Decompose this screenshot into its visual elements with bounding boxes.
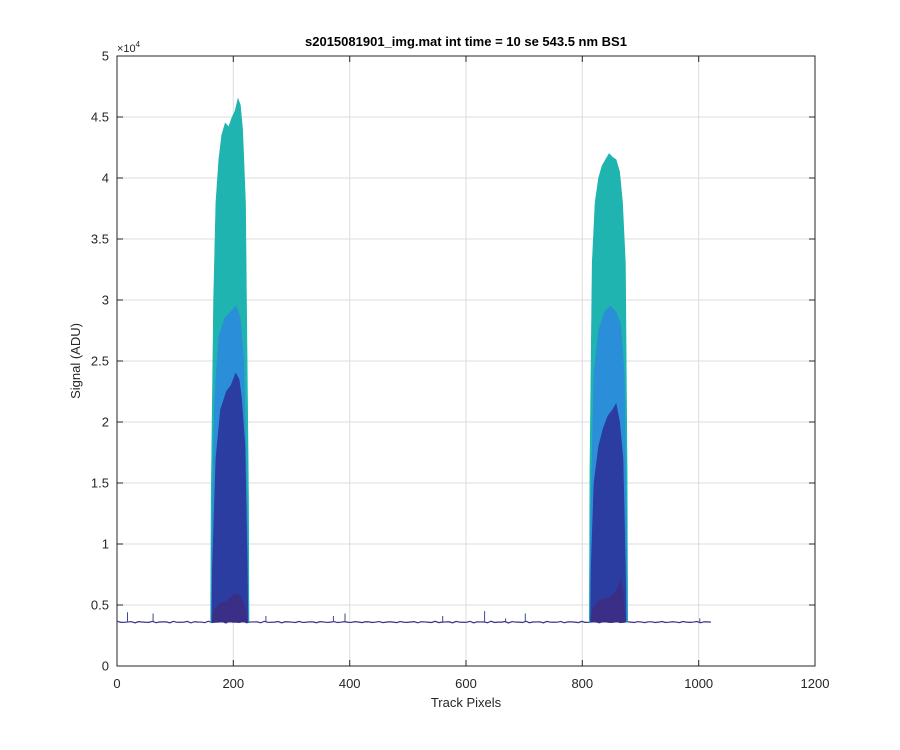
x-tick-label: 1200: [801, 676, 830, 691]
x-tick-label: 0: [113, 676, 120, 691]
x-tick-label: 600: [455, 676, 477, 691]
y-tick-label: 0.5: [91, 598, 109, 613]
y-tick-label: 1: [102, 537, 109, 552]
y-exponent-base: ×10: [117, 43, 136, 55]
y-tick-label: 5: [102, 49, 109, 64]
y-tick-label: 4.5: [91, 110, 109, 125]
y-tick-label: 0: [102, 659, 109, 674]
signal-area: [212, 593, 248, 623]
signal-area: [590, 402, 627, 623]
data-series: [117, 97, 711, 624]
y-exponent-power: 4: [136, 40, 141, 49]
x-tick-label: 400: [339, 676, 361, 691]
y-tick-label: 1.5: [91, 476, 109, 491]
ticks: 0 200 400 600 800 1000 1200 0 0.5 1 1.5 2 2.5 3 3.5 4 4.…: [91, 49, 830, 692]
x-tick-label: 200: [222, 676, 244, 691]
chart-title: s2015081901_img.mat int time = 10 se 543…: [305, 34, 627, 49]
y-exponent-label: ×104: [117, 40, 141, 55]
y-axis-label: Signal (ADU): [68, 323, 83, 399]
y-tick-label: 3: [102, 293, 109, 308]
y-tick-label: 2.5: [91, 354, 109, 369]
y-tick-label: 3.5: [91, 232, 109, 247]
y-tick-label: 4: [102, 171, 109, 186]
signal-area: [211, 372, 249, 623]
y-tick-label: 2: [102, 415, 109, 430]
x-tick-label: 800: [571, 676, 593, 691]
signal-area: [590, 578, 626, 623]
x-axis-label: Track Pixels: [431, 695, 502, 710]
x-tick-label: 1000: [684, 676, 713, 691]
